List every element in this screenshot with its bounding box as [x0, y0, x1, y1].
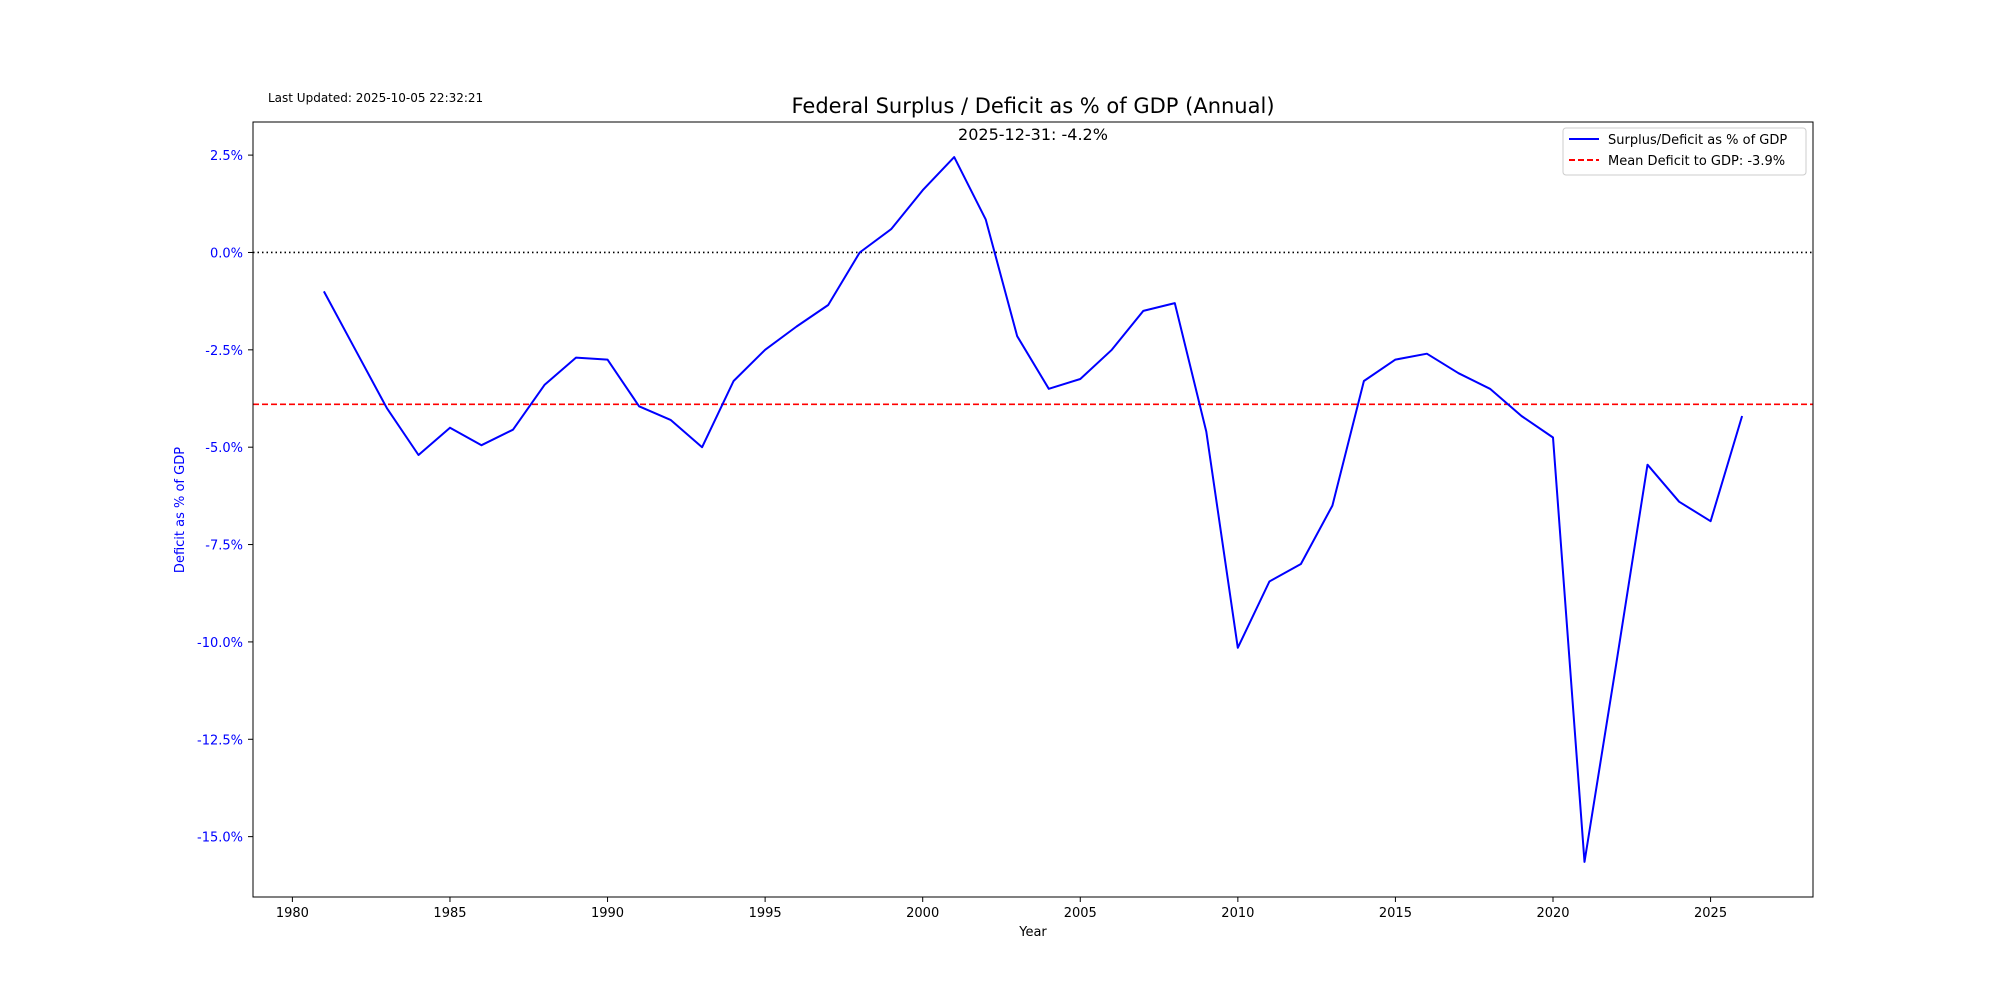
y-tick-label: 2.5%	[210, 149, 243, 164]
y-tick-label: -10.0%	[197, 636, 243, 651]
y-tick-label: -15.0%	[197, 831, 243, 846]
x-axis-label: Year	[1018, 925, 1047, 940]
plot-frame	[252, 121, 1814, 898]
y-tick-label: -12.5%	[197, 733, 243, 748]
y-tick-label: 0.0%	[210, 246, 243, 261]
y-axis: 2.5% 0.0% -2.5% -5.0% -7.5% -10.0% -12.5% -15.0…	[197, 149, 253, 846]
x-tick-label: 2020	[1536, 906, 1569, 921]
last-updated-text: Last Updated: 2025-10-05 22:32:21	[268, 91, 483, 105]
y-axis-label: Deficit as % of GDP	[173, 447, 188, 573]
legend-label-series: Surplus/Deficit as % of GDP	[1608, 133, 1787, 148]
y-tick-label: -2.5%	[205, 344, 243, 359]
legend: Surplus/Deficit as % of GDP Mean Deficit…	[1562, 127, 1807, 176]
series-line	[323, 156, 1744, 863]
x-tick-label: 2005	[1064, 906, 1097, 921]
chart-subtitle: 2025-12-31: -4.2%	[958, 125, 1108, 144]
y-tick-label: -7.5%	[205, 539, 243, 554]
x-tick-label: 2010	[1221, 906, 1254, 921]
x-tick-label: 1985	[433, 906, 466, 921]
x-tick-label: 1995	[749, 906, 782, 921]
x-tick-label: 2015	[1379, 906, 1412, 921]
x-tick-label: 2000	[906, 906, 939, 921]
x-tick-label: 2025	[1694, 906, 1727, 921]
x-axis: 1980 1985 1990 1995 2000 2005 2010 2015 2020 2025	[276, 897, 1727, 921]
x-tick-label: 1990	[591, 906, 624, 921]
legend-label-mean: Mean Deficit to GDP: -3.9%	[1608, 154, 1785, 169]
y-tick-label: -5.0%	[205, 441, 243, 456]
chart-title: Federal Surplus / Deficit as % of GDP (A…	[791, 94, 1274, 118]
x-tick-label: 1980	[276, 906, 309, 921]
legend-box	[1562, 127, 1807, 176]
